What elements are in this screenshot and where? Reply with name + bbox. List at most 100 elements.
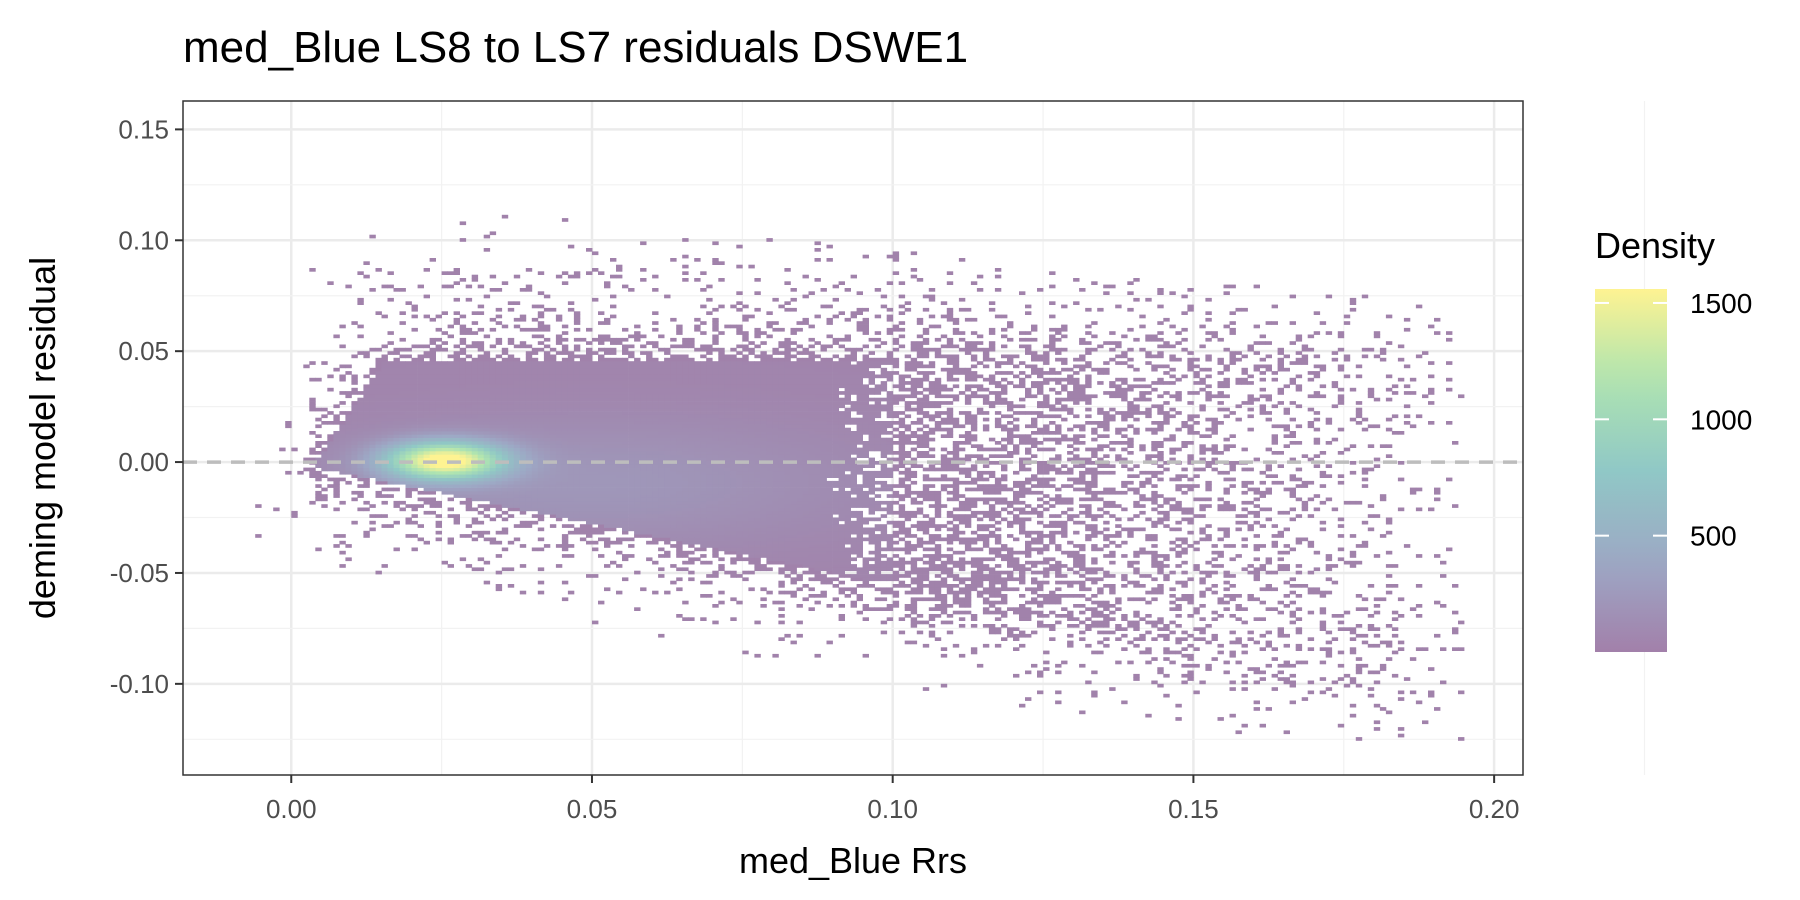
- density-bin: [531, 387, 539, 392]
- density-bin: [706, 344, 713, 349]
- density-bin: [820, 517, 827, 522]
- density-bin: [441, 431, 448, 435]
- density-bin: [369, 461, 376, 465]
- density-bin: [706, 431, 713, 435]
- density-bin: [670, 354, 677, 359]
- density-bin: [279, 447, 286, 452]
- density-bin: [381, 377, 388, 382]
- density-bin: [706, 377, 713, 382]
- density-bin: [435, 314, 442, 319]
- density-bin: [652, 404, 659, 409]
- density-bin: [586, 497, 593, 502]
- density-bin: [423, 381, 430, 385]
- density-bin: [586, 351, 593, 355]
- density-bin: [820, 457, 827, 462]
- density-bin: [537, 341, 545, 345]
- density-bin: [507, 474, 515, 478]
- density-bin: [610, 487, 617, 492]
- density-bin: [489, 231, 497, 236]
- density-bin: [814, 577, 821, 582]
- density-bin: [694, 547, 701, 552]
- density-bin: [459, 427, 467, 432]
- density-bin: [610, 514, 617, 518]
- density-bin: [820, 451, 827, 455]
- density-bin: [513, 344, 521, 349]
- density-bin: [730, 391, 737, 395]
- density-bin: [592, 371, 599, 375]
- density-bin: [754, 394, 761, 399]
- density-bin: [471, 387, 479, 392]
- density-bin: [760, 391, 767, 395]
- density-bin: [682, 387, 689, 392]
- density-bin: [790, 451, 797, 455]
- density-bin: [652, 407, 659, 412]
- density-bin: [658, 461, 665, 465]
- density-bin: [471, 520, 479, 525]
- density-bin: [664, 510, 671, 515]
- density-bin: [604, 364, 611, 369]
- density-bin: [598, 404, 605, 409]
- density-bin: [646, 487, 653, 492]
- density-bin: [676, 371, 683, 375]
- density-bin: [826, 514, 833, 518]
- density-bin: [688, 530, 695, 535]
- density-bin: [513, 484, 521, 488]
- density-bin: [640, 377, 647, 382]
- density-bin: [315, 470, 322, 475]
- density-bin: [592, 337, 599, 342]
- density-bin: [766, 550, 773, 555]
- density-bin: [736, 527, 743, 532]
- density-bin: [471, 490, 479, 495]
- density-bin: [664, 381, 671, 385]
- density-bin: [567, 357, 575, 362]
- density-bin: [513, 500, 521, 505]
- density-bin: [826, 344, 833, 349]
- density-bin: [616, 451, 623, 455]
- density-bin: [658, 424, 665, 429]
- density-bin: [489, 467, 497, 472]
- density-bin: [483, 394, 491, 399]
- density-bin: [423, 487, 430, 492]
- density-bin: [616, 434, 623, 438]
- density-bin: [814, 534, 821, 538]
- density-bin: [724, 510, 731, 515]
- density-bin: [616, 341, 623, 345]
- density-bin: [549, 361, 557, 365]
- density-bin: [808, 520, 815, 525]
- density-bin: [441, 467, 448, 472]
- density-bin: [712, 407, 719, 412]
- density-bin: [646, 361, 653, 365]
- density-bin: [525, 268, 533, 272]
- density-bin: [537, 407, 545, 412]
- density-bin: [718, 500, 725, 505]
- density-bin: [453, 374, 460, 379]
- density-bin: [676, 397, 683, 402]
- density-bin: [814, 540, 821, 545]
- density-bin: [790, 497, 797, 502]
- density-bin: [351, 407, 358, 412]
- density-bin: [399, 337, 406, 342]
- density-bin: [489, 424, 497, 429]
- density-bin: [628, 457, 635, 462]
- density-bin: [399, 427, 406, 432]
- density-bin: [688, 470, 695, 475]
- density-bin: [628, 477, 635, 482]
- density-bin: [604, 391, 611, 395]
- density-bin: [628, 391, 635, 395]
- density-bin: [826, 577, 833, 582]
- density-bin: [489, 477, 497, 482]
- density-bin: [411, 377, 418, 382]
- density-bin: [363, 441, 370, 445]
- density-bin: [598, 600, 605, 605]
- density-bin: [423, 411, 430, 415]
- density-bin: [610, 364, 617, 369]
- density-bin: [423, 477, 430, 482]
- density-bin: [363, 407, 370, 412]
- density-bin: [682, 480, 689, 485]
- density-bin: [351, 374, 358, 379]
- density-bin: [652, 417, 659, 422]
- density-bin: [808, 530, 815, 535]
- density-bin: [369, 431, 376, 435]
- density-bin: [808, 417, 815, 422]
- density-bin: [465, 401, 473, 405]
